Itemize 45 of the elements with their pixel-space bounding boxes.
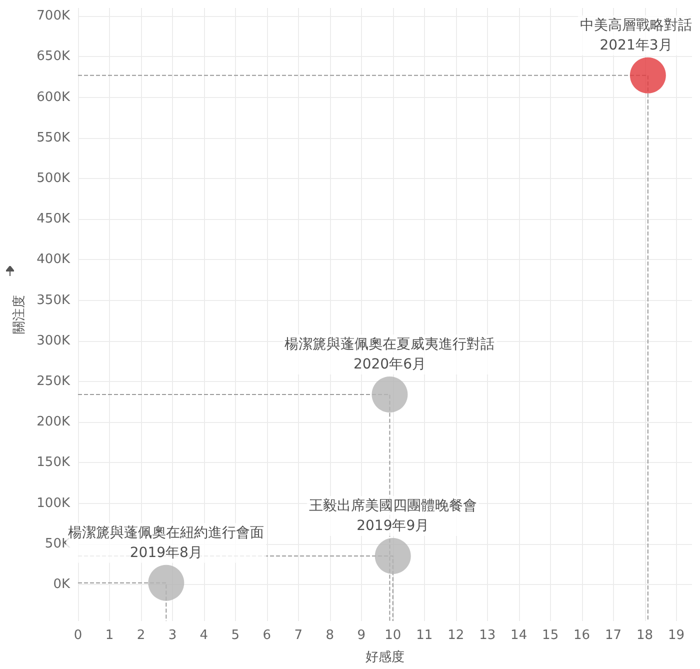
x-tick-label: 6	[262, 628, 272, 643]
x-tick-label: 18	[636, 628, 654, 643]
x-tick-label: 5	[231, 628, 240, 643]
x-tick-label: 12	[448, 628, 464, 643]
y-tick-label: 650K	[36, 49, 70, 64]
x-tick-label: 4	[200, 628, 208, 643]
x-tick-label: 8	[326, 628, 334, 643]
y-tick-label: 250K	[36, 374, 70, 389]
x-tick-label: 14	[510, 628, 528, 643]
y-tick-label: 500K	[36, 171, 70, 186]
y-tick-label: 150K	[36, 455, 70, 470]
x-tick-label: 2	[136, 628, 146, 643]
y-tick-label: 0K	[53, 576, 70, 592]
point	[374, 538, 411, 574]
x-tick-label: 15	[542, 628, 559, 643]
y-tick-label: 400K	[36, 252, 70, 268]
x-axis-title: 好感度	[366, 649, 404, 665]
annotation: 王毅出席美國四團體晚餐會 2019年9月	[308, 498, 477, 534]
y-axis-title: 關注度	[10, 295, 27, 334]
y-tick-label: 450K	[36, 212, 70, 227]
y-tick-label: 550K	[36, 130, 70, 146]
point	[630, 57, 666, 94]
x-tick-label: 11	[416, 628, 433, 643]
x-tick-label: 10	[384, 628, 402, 643]
x-tick-label: 16	[574, 628, 590, 643]
y-tick-label: 200K	[36, 414, 70, 430]
annotation: 楊潔篪與蓬佩奧在紐約進行會面 2019年8月	[68, 524, 264, 561]
y-tick-label: 300K	[36, 333, 70, 348]
y-tick-label: 350K	[36, 292, 70, 308]
point	[148, 564, 184, 601]
x-tick-label: 13	[479, 628, 496, 643]
x-tick-label: 1	[105, 628, 114, 643]
y-tick-label: 50K	[44, 536, 70, 552]
annotation: 楊潔篪與蓬佩奧在夏威夷進行對話 2020年6月	[284, 336, 495, 372]
y-tick-label: 100K	[36, 496, 70, 511]
x-tick-label: 7	[294, 628, 303, 643]
y-tick-label: 600K	[36, 90, 70, 105]
y-tick-label: 700K	[36, 8, 70, 24]
annotation: 中美高層戰略對話 2021年3月	[580, 17, 692, 54]
x-tick-label: 0	[74, 628, 82, 643]
x-tick-label: 19	[668, 628, 685, 643]
x-tick-label: 9	[357, 628, 366, 643]
x-tick-label: 17	[605, 628, 622, 643]
point	[372, 376, 408, 412]
x-tick-label: 3	[168, 628, 177, 643]
